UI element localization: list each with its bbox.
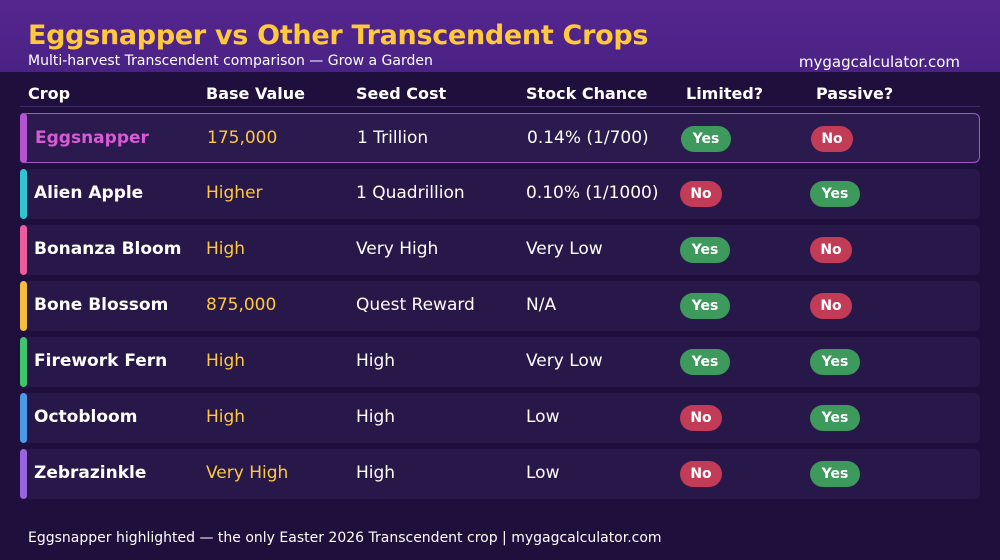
- passive-badge: Yes: [810, 349, 860, 375]
- table-row: Firework Fern High High Very Low Yes Yes: [20, 337, 980, 387]
- row-accent-bar: [20, 169, 27, 219]
- seed-cost: High: [356, 351, 396, 371]
- limited-badge: Yes: [680, 349, 730, 375]
- page-title: Eggsnapper vs Other Transcendent Crops: [28, 20, 649, 51]
- seed-cost: Very High: [356, 239, 439, 259]
- base-value: High: [206, 351, 246, 371]
- seed-cost: High: [356, 463, 396, 483]
- column-header-seed-cost: Seed Cost: [356, 84, 447, 103]
- stock-chance: Very Low: [526, 239, 603, 259]
- limited-badge: Yes: [681, 126, 731, 152]
- table-row: Alien Apple Higher 1 Quadrillion 0.10% (1/1…: [20, 169, 980, 219]
- passive-badge: Yes: [810, 181, 860, 207]
- table-header: Crop Base Value Seed Cost Stock Chance L…: [0, 84, 1000, 106]
- limited-badge: Yes: [680, 293, 730, 319]
- passive-badge: No: [810, 293, 852, 319]
- seed-cost: High: [356, 407, 396, 427]
- passive-badge: No: [810, 237, 852, 263]
- passive-badge: Yes: [810, 405, 860, 431]
- site-url: mygagcalculator.com: [798, 53, 960, 71]
- page-subtitle: Multi-harvest Transcendent comparison — …: [28, 53, 433, 69]
- crop-name: Zebrazinkle: [34, 463, 147, 483]
- limited-badge: No: [680, 405, 722, 431]
- column-header-base-value: Base Value: [206, 84, 305, 103]
- passive-badge: Yes: [810, 461, 860, 487]
- stock-chance: 0.14% (1/700): [527, 128, 649, 148]
- column-header-limited: Limited?: [686, 84, 764, 103]
- stock-chance: Low: [526, 407, 560, 427]
- table-row: Eggsnapper 175,000 1 Trillion 0.14% (1/700)…: [19, 112, 980, 163]
- crop-name: Alien Apple: [34, 183, 144, 203]
- table-row: Bonanza Bloom High Very High Very Low Yes No: [20, 225, 980, 275]
- base-value: Very High: [206, 463, 289, 483]
- crop-name: Firework Fern: [34, 351, 168, 371]
- stock-chance: Very Low: [526, 351, 603, 371]
- base-value: High: [206, 407, 246, 427]
- passive-badge: No: [811, 126, 853, 152]
- row-accent-bar: [20, 393, 27, 443]
- header-band: [0, 0, 1000, 72]
- seed-cost: 1 Trillion: [357, 128, 429, 148]
- base-value: Higher: [206, 183, 263, 203]
- stock-chance: N/A: [526, 295, 557, 315]
- stock-chance: Low: [526, 463, 560, 483]
- header-divider: [20, 106, 980, 107]
- table-row: Octobloom High High Low No Yes: [20, 393, 980, 443]
- crop-name: Bonanza Bloom: [34, 239, 182, 259]
- row-accent-bar: [20, 225, 27, 275]
- table-row: Zebrazinkle Very High High Low No Yes: [20, 449, 980, 499]
- limited-badge: Yes: [680, 237, 730, 263]
- stock-chance: 0.10% (1/1000): [526, 183, 659, 203]
- seed-cost: Quest Reward: [356, 295, 475, 315]
- crop-name: Octobloom: [34, 407, 138, 427]
- row-accent-bar: [20, 337, 27, 387]
- row-accent-bar: [20, 281, 27, 331]
- limited-badge: No: [680, 181, 722, 207]
- base-value: High: [206, 239, 246, 259]
- seed-cost: 1 Quadrillion: [356, 183, 465, 203]
- column-header-passive: Passive?: [816, 84, 894, 103]
- column-header-stock-chance: Stock Chance: [526, 84, 648, 103]
- crop-name: Eggsnapper: [35, 128, 149, 148]
- column-header-crop: Crop: [28, 84, 71, 103]
- base-value: 875,000: [206, 295, 277, 315]
- footer-note: Eggsnapper highlighted — the only Easter…: [28, 530, 662, 546]
- table-row: Bone Blossom 875,000 Quest Reward N/A Yes No: [20, 281, 980, 331]
- row-accent-bar: [20, 449, 27, 499]
- base-value: 175,000: [207, 128, 278, 148]
- crop-name: Bone Blossom: [34, 295, 169, 315]
- limited-badge: No: [680, 461, 722, 487]
- row-accent-bar: [19, 112, 27, 163]
